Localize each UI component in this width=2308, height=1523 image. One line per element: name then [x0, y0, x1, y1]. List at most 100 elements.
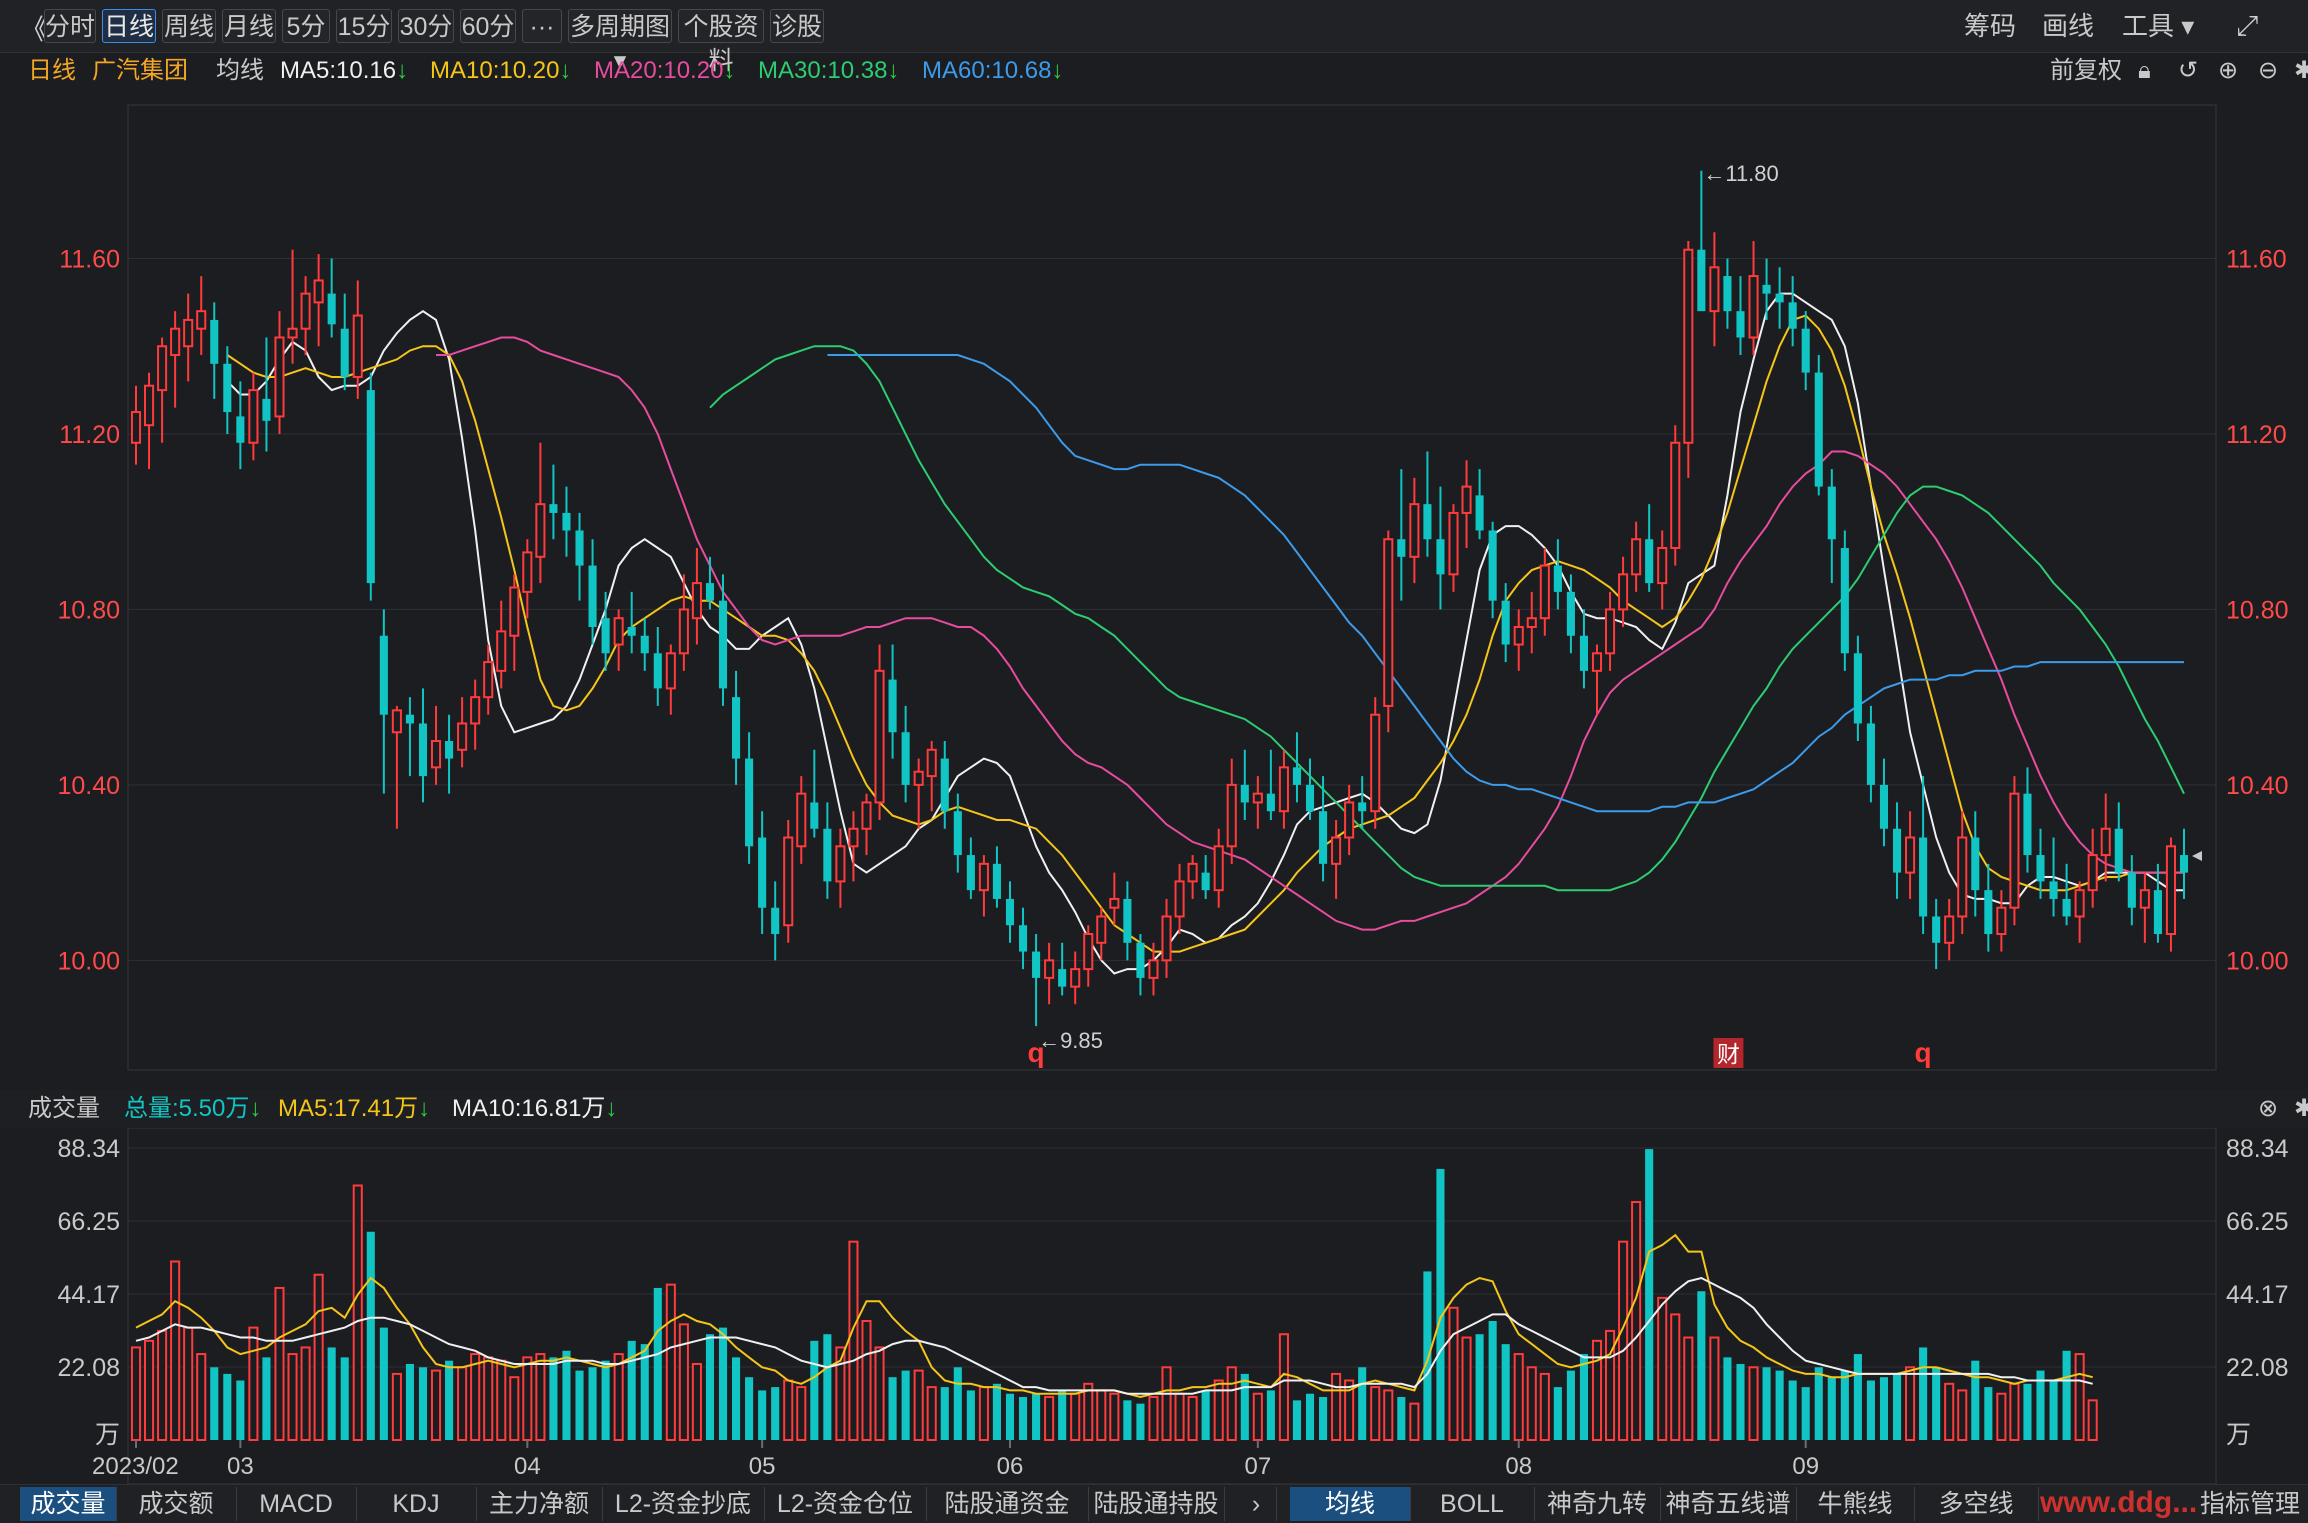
candle-body	[718, 600, 728, 689]
multi-period-dropdown[interactable]: 多周期图 ▾	[568, 9, 672, 75]
candle-body	[1018, 925, 1028, 952]
indicator-tab[interactable]: MACD	[236, 1487, 357, 1521]
adjust-mode[interactable]: 前复权	[2050, 57, 2122, 84]
volume-bar	[1984, 1387, 1993, 1440]
overlay-tab[interactable]: 多空线	[1914, 1487, 2039, 1521]
x-axis-label: 08	[1505, 1453, 1532, 1480]
tab-30min[interactable]: 30分	[398, 9, 454, 43]
y-axis-label-right: 11.60	[2226, 246, 2287, 274]
candle-body	[430, 740, 442, 769]
overlay-tab[interactable]: BOLL	[1410, 1487, 1535, 1521]
chips-button[interactable]: 筹码	[1964, 11, 2017, 41]
candle-body	[1553, 565, 1562, 592]
volume-bar	[1840, 1370, 1849, 1440]
volume-bar	[783, 1379, 794, 1442]
down-arrow-icon: ↓	[249, 1095, 262, 1122]
tab-zhouxian[interactable]: 周线	[162, 9, 216, 43]
zoom-out-icon[interactable]: ⊖	[2258, 57, 2279, 84]
volume-bar	[1618, 1240, 1629, 1442]
diagnose-button[interactable]: 诊股	[770, 9, 824, 43]
overlay-tab[interactable]: 神奇九转	[1534, 1487, 1661, 1521]
candle-body	[1932, 916, 1941, 943]
candle-body	[1762, 284, 1771, 294]
stock-profile-button[interactable]: 个股资料	[678, 9, 764, 75]
indicator-tab[interactable]: 主力净额	[476, 1487, 603, 1521]
overlay-tab[interactable]: 神奇五线谱	[1660, 1487, 1797, 1521]
down-arrow-icon: ↓	[418, 1095, 431, 1122]
ma-line-ma10	[226, 314, 2184, 953]
candle-body	[1971, 837, 1980, 891]
indicator-manage-button[interactable]: 指标管理	[2199, 1490, 2300, 1518]
candle-body	[457, 722, 468, 751]
candle-body	[2049, 881, 2058, 899]
double-chevron-left-icon[interactable]: 《	[20, 14, 49, 45]
indicator-tab[interactable]: 陆股通持股	[1088, 1487, 1225, 1521]
volume-bar	[1566, 1370, 1575, 1440]
candle-body	[588, 565, 597, 627]
drawline-button[interactable]: 画线	[2042, 11, 2095, 41]
tab-15min[interactable]: 15分	[336, 9, 392, 43]
overlay-tab[interactable]: 牛熊线	[1796, 1487, 1915, 1521]
volume-bar	[196, 1353, 207, 1441]
candle-body	[1292, 767, 1302, 785]
candle-body	[1814, 372, 1823, 487]
indicator-tab[interactable]: L2-资金仓位	[764, 1487, 927, 1521]
volume-bar	[992, 1383, 1001, 1440]
indicator-tab[interactable]: 陆股通资金	[926, 1487, 1089, 1521]
candlestick-chart[interactable]: 11.60 11.60 11.20 11.20 10.80 10.80 10.40 10.40…	[0, 90, 2308, 1090]
tab-yuexian[interactable]: 月线	[222, 9, 276, 43]
volume-bar	[1892, 1373, 1902, 1440]
candle-body	[327, 293, 336, 325]
indicator-tab[interactable]: 成交额	[116, 1487, 237, 1521]
volume-total-text: 总量:5.50万	[124, 1095, 250, 1122]
tab-5min[interactable]: 5分	[282, 9, 330, 43]
more-button[interactable]: ···	[522, 9, 562, 43]
indicator-tab[interactable]: KDJ	[356, 1487, 477, 1521]
candle-body	[1919, 837, 1928, 917]
candle-body	[405, 714, 414, 724]
tools-dropdown[interactable]: 工具 ▾	[2122, 11, 2195, 41]
down-arrow-icon: ↓	[887, 57, 900, 84]
volume-chart[interactable]: 88.34 88.34 66.25 66.25 44.17 44.17 22.08 22.08…	[0, 1128, 2308, 1484]
candle-body	[874, 669, 885, 804]
volume-ma10-text: MA10:16.81万	[452, 1095, 606, 1122]
lock-icon[interactable]: 🔒︎	[2138, 57, 2151, 84]
candle-body	[1957, 836, 1968, 918]
candle-body	[509, 586, 520, 637]
candle-body	[210, 319, 219, 364]
candle-body	[1174, 880, 1185, 918]
volume-bar	[874, 1346, 885, 1442]
candle-body	[470, 696, 481, 725]
undo-icon[interactable]: ↺	[2178, 57, 2199, 84]
settings-icon[interactable]: ✱	[2294, 57, 2308, 84]
watermark-text: www.ddg...	[2040, 1486, 2198, 1519]
volume-bar	[183, 1326, 194, 1441]
volume-bar	[1788, 1380, 1797, 1440]
volume-bar	[1058, 1390, 1067, 1440]
volume-bar	[2062, 1350, 2071, 1440]
ma-label[interactable]: 均线	[216, 57, 264, 84]
candle-body	[300, 292, 311, 330]
close-icon[interactable]: ⊗	[2258, 1095, 2279, 1122]
zoom-in-icon[interactable]: ⊕	[2218, 57, 2239, 84]
tab-rixian[interactable]: 日线	[102, 9, 156, 43]
chevron-right-icon[interactable]: ›	[1236, 1487, 1277, 1521]
down-arrow-icon: ↓	[1051, 57, 1064, 84]
candle-body	[1944, 915, 1955, 944]
volume-bar	[535, 1353, 546, 1441]
tab-60min[interactable]: 60分	[460, 9, 516, 43]
candle-body	[1539, 564, 1550, 620]
ma5-legend: MA5:10.16↓	[280, 52, 408, 90]
fullscreen-icon[interactable]: ⤢	[2236, 10, 2259, 41]
candle-body	[1827, 486, 1836, 540]
candle-body	[157, 345, 168, 392]
volume-bar	[430, 1369, 442, 1441]
volume-ma10-line	[135, 1276, 2093, 1395]
volume-bar	[2036, 1370, 2045, 1440]
tab-fenshi[interactable]: 分时	[44, 9, 96, 43]
overlay-tab[interactable]: 均线	[1290, 1487, 1411, 1521]
indicator-tab[interactable]: 成交量	[20, 1487, 117, 1521]
settings-icon[interactable]: ✱	[2294, 1095, 2308, 1122]
indicator-tab[interactable]: L2-资金抄底	[602, 1487, 765, 1521]
volume-bar	[771, 1387, 780, 1440]
